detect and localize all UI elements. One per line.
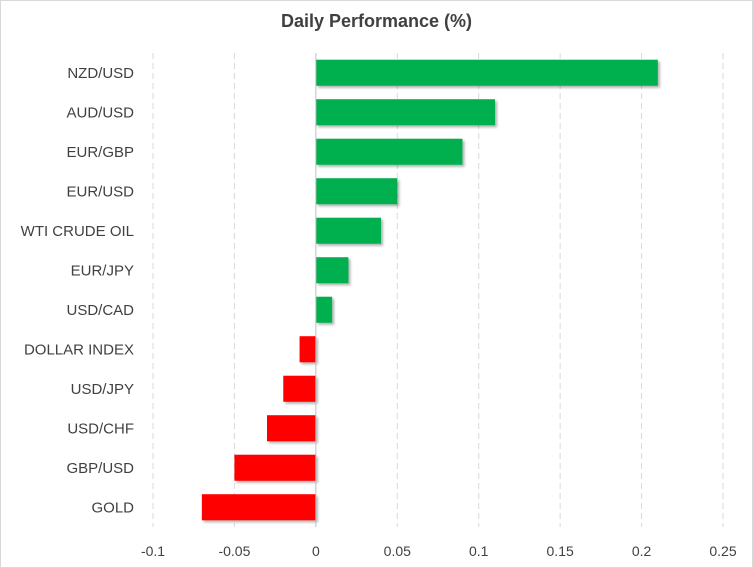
bar <box>299 336 316 363</box>
bar <box>315 59 658 86</box>
x-tick-label: 0.05 <box>384 543 411 559</box>
bar <box>315 138 463 165</box>
category-label: GOLD <box>91 499 134 516</box>
bar <box>315 217 381 244</box>
x-tick-label: -0.05 <box>218 543 250 559</box>
bar <box>315 296 333 323</box>
category-label: USD/CAD <box>66 302 134 319</box>
x-tick-label: 0.25 <box>709 543 736 559</box>
category-label: DOLLAR INDEX <box>24 341 134 358</box>
bar <box>201 494 316 521</box>
category-label: USD/JPY <box>71 381 134 398</box>
bar <box>315 257 349 284</box>
category-label: EUR/GBP <box>66 144 134 161</box>
bar <box>234 454 316 481</box>
category-label: EUR/USD <box>66 183 134 200</box>
category-label: AUD/USD <box>66 104 134 121</box>
category-label: USD/CHF <box>67 420 134 437</box>
bar <box>267 415 316 442</box>
x-tick-label: -0.1 <box>141 543 165 559</box>
category-label: GBP/USD <box>66 460 134 477</box>
x-tick-label: 0.1 <box>469 543 489 559</box>
category-label: NZD/USD <box>67 65 134 82</box>
category-label: EUR/JPY <box>71 262 134 279</box>
x-tick-label: 0.2 <box>632 543 652 559</box>
x-tick-label: 0 <box>312 543 320 559</box>
bar <box>315 178 398 205</box>
bar <box>315 99 495 126</box>
chart-title: Daily Performance (%) <box>280 11 473 31</box>
x-tick-label: 0.15 <box>547 543 574 559</box>
category-label: WTI CRUDE OIL <box>21 223 134 240</box>
bar <box>283 375 316 402</box>
